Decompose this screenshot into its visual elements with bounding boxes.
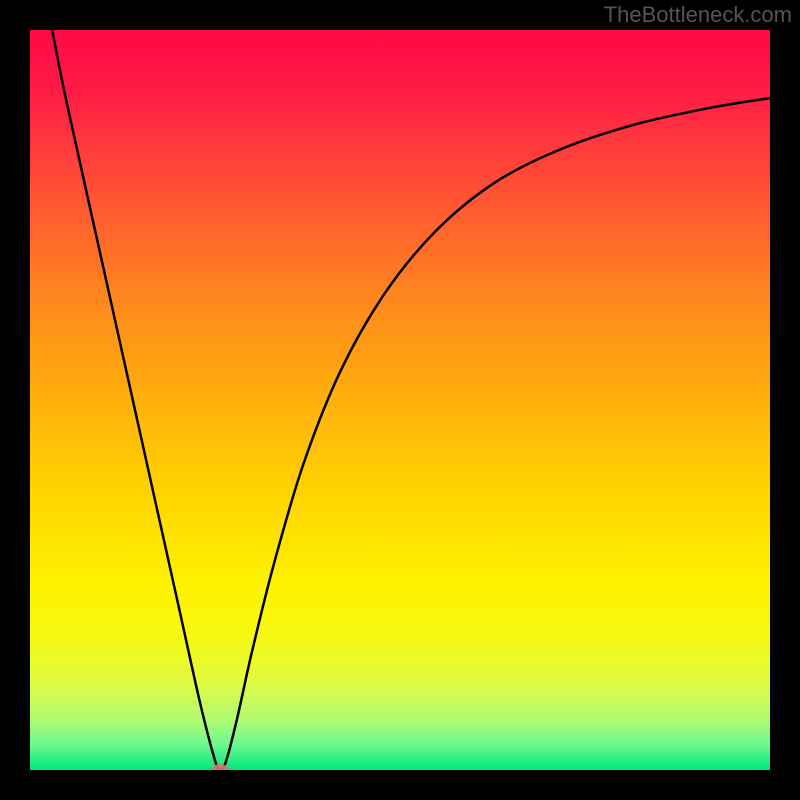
bottleneck-curve bbox=[30, 30, 770, 770]
attribution-text: TheBottleneck.com bbox=[604, 2, 792, 28]
minimum-marker bbox=[211, 764, 229, 770]
plot-area bbox=[30, 30, 770, 770]
